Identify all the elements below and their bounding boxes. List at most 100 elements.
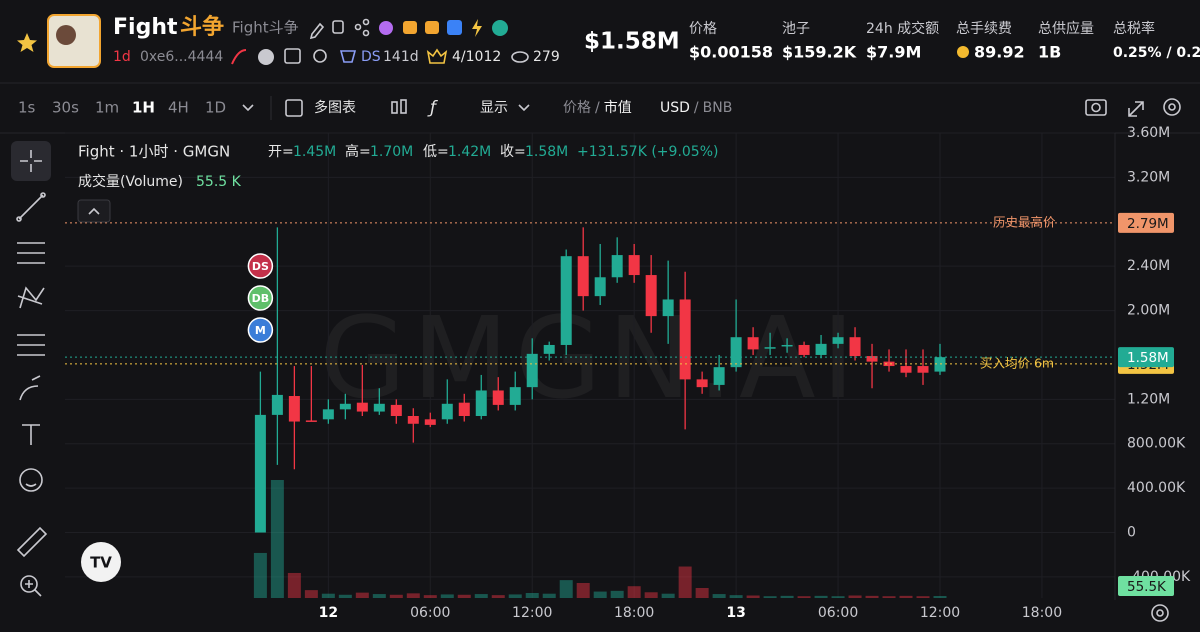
favorite-star[interactable] xyxy=(17,33,37,52)
mcap-option[interactable]: 市值 xyxy=(604,99,632,116)
note-icon xyxy=(284,48,301,64)
price-option[interactable]: 价格 xyxy=(563,100,591,116)
candle-body xyxy=(305,420,317,422)
candle-body xyxy=(713,367,725,385)
x-tick-label: 06:00 xyxy=(410,605,450,621)
candle-body xyxy=(832,337,844,344)
volume-bar xyxy=(746,595,760,598)
volume-bar xyxy=(576,582,590,598)
legend-volume-value: 55.5 K xyxy=(196,174,242,190)
tradingview-mark: TV xyxy=(90,554,112,572)
usd-option[interactable]: USD xyxy=(660,100,690,116)
settings-icon[interactable] xyxy=(1151,604,1169,622)
interval-bar: 1s 30s 1m 1H 4H 1D xyxy=(18,99,226,117)
multi-chart[interactable]: 多图表 xyxy=(314,99,356,116)
volume-bar xyxy=(814,595,828,598)
token-age: 1d xyxy=(113,49,131,65)
eye-icon xyxy=(511,51,529,63)
interval-option[interactable]: 4H xyxy=(168,99,189,117)
interval-option[interactable]: 1D xyxy=(205,99,226,117)
event-marker xyxy=(247,317,274,343)
volume-bar xyxy=(865,595,879,598)
price-box-label: 1.58M xyxy=(1127,350,1169,366)
candle-body xyxy=(543,344,555,354)
price-mode[interactable]: 价格 / 市值 xyxy=(563,99,632,116)
interval-option[interactable]: 1s xyxy=(18,99,36,117)
search-icon[interactable] xyxy=(313,49,327,63)
legend-field-value: 1.58M xyxy=(525,144,568,160)
stat-value: $159.2K xyxy=(782,43,857,62)
interval-option[interactable]: 30s xyxy=(52,99,79,117)
telegram-icon[interactable] xyxy=(447,20,462,35)
pump-icon xyxy=(231,49,247,65)
legend-field-label: 收= xyxy=(500,144,526,160)
y-tick-label: 2.00M xyxy=(1127,303,1170,319)
interval-option[interactable]: 1H xyxy=(132,99,155,117)
candle-icon[interactable] xyxy=(391,99,407,114)
volume-bar xyxy=(355,592,369,598)
price-box xyxy=(1118,212,1174,233)
watermark: GMGN.AI xyxy=(319,294,860,424)
x-tick-label: 12:00 xyxy=(512,605,552,621)
price-line-label: 买入均价 6m xyxy=(980,355,1054,370)
chevron[interactable] xyxy=(242,104,254,112)
volume-bar xyxy=(763,596,777,598)
volume-bar xyxy=(916,596,930,598)
volume-bar xyxy=(525,592,539,598)
candle-body xyxy=(424,419,436,425)
candle-body xyxy=(696,379,708,388)
bnb-option[interactable]: BNB xyxy=(703,100,733,116)
volume-bar xyxy=(848,595,862,598)
volume-bar xyxy=(729,595,743,598)
chart-icon xyxy=(258,49,274,65)
price-box-label: 2.79M xyxy=(1127,216,1169,232)
token-address[interactable]: 0xe6...4444 xyxy=(140,49,223,65)
toolbar-right-icons[interactable] xyxy=(1085,98,1181,117)
candle-body xyxy=(475,390,487,416)
flame-icon xyxy=(379,21,393,35)
candle-body xyxy=(679,299,691,380)
candle-body xyxy=(458,402,470,416)
candle-body xyxy=(628,255,640,276)
collapse-button[interactable] xyxy=(77,199,111,223)
stat-value: 0.25% / 0.25 xyxy=(1113,45,1200,61)
stat-label: 总税率 xyxy=(1113,20,1155,37)
checkbox[interactable] xyxy=(285,99,303,117)
candle-body xyxy=(339,403,351,410)
ds-age: 141d xyxy=(383,49,419,65)
crown-icon xyxy=(426,48,448,64)
candle-body xyxy=(492,390,504,405)
token-name: Fight xyxy=(113,15,178,40)
header-icons[interactable] xyxy=(309,18,370,40)
volume-bar xyxy=(474,594,488,598)
legend-volume-label: 成交量(Volume) xyxy=(78,173,183,190)
display-menu[interactable]: 显示 xyxy=(480,100,508,116)
y-tick-label: 1.20M xyxy=(1127,391,1170,407)
candle-body xyxy=(407,415,419,424)
stat-label: 总手续费 xyxy=(956,20,1012,37)
stat-value: 89.92 xyxy=(974,43,1025,62)
plot-area: GMGN.AI 12 06:00 12:00 18:00 13 06:00 12:00 18:0… xyxy=(65,125,1191,621)
x-tick-label: 18:00 xyxy=(1022,605,1062,621)
interval-option[interactable]: 1m xyxy=(95,99,119,117)
legend-field-value: 1.42M xyxy=(448,144,491,160)
candle-body xyxy=(373,403,385,412)
candle-body xyxy=(645,275,657,317)
legend-change: +131.57K (+9.05%) xyxy=(577,144,718,160)
candle-body xyxy=(662,299,674,317)
chevron-up[interactable] xyxy=(88,207,100,215)
drawing-tools[interactable] xyxy=(16,150,48,597)
tradingview-logo[interactable] xyxy=(81,542,121,582)
bolt-icon xyxy=(472,19,482,37)
volume-bar xyxy=(678,566,692,598)
chevron[interactable] xyxy=(518,104,530,112)
volume-bar xyxy=(508,594,522,598)
indicator-icon[interactable]: ƒ xyxy=(427,98,438,118)
legend-field-label: 高= xyxy=(345,143,371,160)
currency[interactable]: USD / BNB xyxy=(660,100,732,116)
market-cap: $1.58M xyxy=(584,29,680,55)
ds-label: DS xyxy=(361,49,381,65)
candle-body xyxy=(577,256,589,297)
